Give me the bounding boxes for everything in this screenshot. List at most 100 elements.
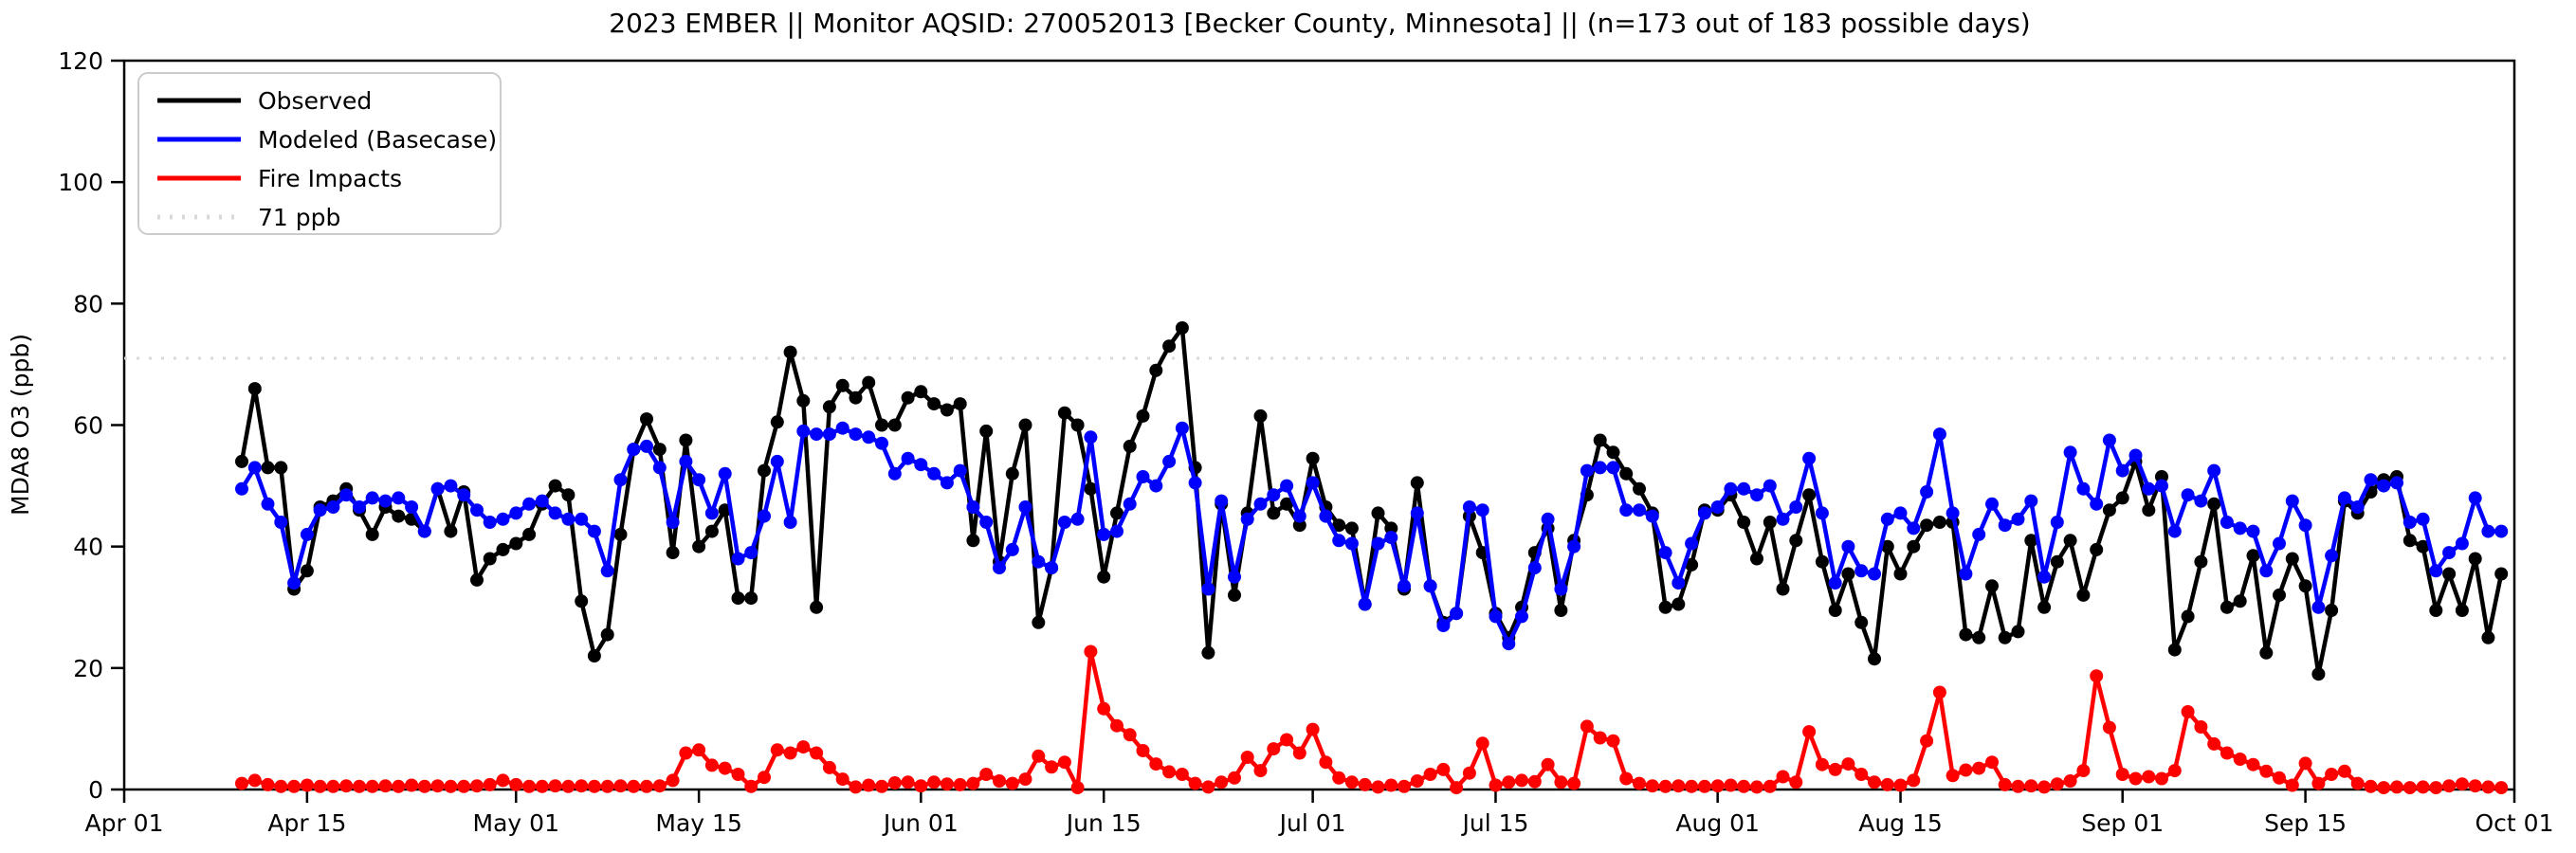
modeled-basecase-point [2024, 494, 2038, 508]
modeled-basecase-point [2076, 481, 2091, 496]
modeled-basecase-point [430, 481, 445, 496]
fire-impacts-point [1371, 780, 1385, 794]
fire-impacts-point [1423, 768, 1437, 781]
modeled-basecase-point [2090, 497, 2104, 511]
observed-point [835, 378, 850, 392]
fire-impacts-point [470, 779, 484, 793]
modeled-basecase-point [1868, 567, 1881, 581]
modeled-basecase-point [1672, 576, 1686, 590]
modeled-basecase-point [300, 527, 314, 541]
modeled-basecase-point [1515, 609, 1528, 624]
fire-impacts-point [2350, 776, 2365, 790]
observed-point [1828, 604, 1842, 617]
modeled-basecase-point [2128, 448, 2143, 463]
modeled-basecase-point [1149, 479, 1163, 493]
data-series [235, 321, 2509, 795]
fire-impacts-point [849, 780, 863, 794]
fire-impacts-point [914, 779, 928, 793]
observed-point [2481, 630, 2495, 644]
modeled-basecase-point [2350, 500, 2365, 514]
fire-impacts-point [1750, 780, 1763, 794]
legend-label-4: 71 ppb [258, 204, 340, 231]
observed-point [2155, 470, 2168, 483]
fire-impacts-point [1724, 778, 1738, 792]
modeled-basecase-point [1450, 607, 1464, 621]
fire-impacts-point [326, 779, 340, 793]
fire-impacts-point [627, 779, 641, 793]
y-tick-label: 40 [73, 534, 103, 561]
modeled-basecase-point [1541, 512, 1555, 526]
modeled-basecase-point [1371, 536, 1385, 551]
observed-point [2142, 503, 2156, 517]
modeled-basecase-point [1554, 582, 1568, 596]
fire-impacts-point [953, 777, 967, 791]
observed-point [1776, 582, 1790, 596]
fire-impacts-point [640, 779, 653, 793]
modeled-basecase-point [1005, 542, 1019, 556]
observed-point [2167, 643, 2182, 657]
modeled-basecase-point [822, 427, 836, 442]
fire-impacts-point [1502, 775, 1516, 789]
fire-impacts-point [1841, 757, 1855, 771]
modeled-basecase-point [405, 500, 419, 514]
fire-impacts-point [2481, 780, 2495, 794]
fire-impacts-line [241, 649, 2502, 790]
modeled-basecase-point [1789, 500, 1803, 514]
observed-point [810, 600, 824, 614]
legend-label-1: Observed [258, 87, 372, 115]
modeled-basecase-point [1985, 497, 1999, 511]
observed-point [587, 649, 601, 662]
modeled-basecase-point [1136, 470, 1150, 483]
observed-point [2207, 497, 2221, 511]
observed-point [875, 418, 888, 432]
legend-label-3: Fire Impacts [258, 165, 402, 192]
fire-impacts-point [2442, 779, 2457, 793]
fire-impacts-point [1697, 779, 1711, 793]
modeled-basecase-point [2455, 536, 2469, 551]
modeled-basecase-point [1188, 476, 1202, 490]
observed-point [1332, 518, 1346, 533]
observed-point [300, 564, 314, 578]
modeled-basecase-point [1084, 430, 1098, 445]
fire-impacts-point [1462, 766, 1476, 780]
observed-point [1750, 552, 1763, 566]
fire-impacts-point [1789, 775, 1803, 789]
observed-point [1253, 408, 1268, 423]
modeled-basecase-point [2273, 536, 2286, 551]
fire-impacts-point [1880, 777, 1894, 791]
observed-point [1070, 418, 1085, 432]
fire-impacts-point [862, 778, 876, 792]
observed-point [953, 397, 967, 411]
fire-impacts-point [2090, 669, 2104, 683]
fire-impacts-point [1045, 760, 1059, 774]
modeled-basecase-point [1959, 567, 1973, 581]
observed-point [470, 572, 484, 587]
modeled-basecase-point [509, 506, 523, 520]
modeled-basecase-point [1697, 506, 1711, 520]
observed-point [261, 461, 275, 475]
fire-impacts-point [1319, 755, 1333, 770]
modeled-basecase-point [914, 458, 928, 472]
x-tick-label: Apr 01 [84, 809, 163, 837]
modeled-basecase-point [1280, 479, 1294, 493]
fire-impacts-point [704, 758, 719, 772]
observed-point [901, 390, 915, 405]
fire-impacts-point [2142, 770, 2156, 784]
modeled-basecase-point [770, 454, 784, 468]
fire-impacts-point [2468, 779, 2482, 793]
observed-point [2037, 600, 2052, 614]
fire-impacts-point [1710, 779, 1725, 793]
observed-point [1841, 567, 1855, 581]
observed-point [2090, 542, 2104, 556]
modeled-basecase-point [1880, 512, 1894, 526]
modeled-basecase-point [2207, 463, 2221, 478]
fire-impacts-point [496, 773, 510, 788]
fire-impacts-point [966, 776, 980, 790]
modeled-basecase-point [835, 421, 850, 435]
observed-point [509, 536, 523, 551]
observed-point [1123, 439, 1137, 453]
modeled-basecase-point [575, 512, 589, 526]
legend-label-2: Modeled (Basecase) [258, 126, 497, 154]
modeled-basecase-point [2115, 463, 2129, 478]
modeled-basecase-point [1802, 451, 1817, 465]
